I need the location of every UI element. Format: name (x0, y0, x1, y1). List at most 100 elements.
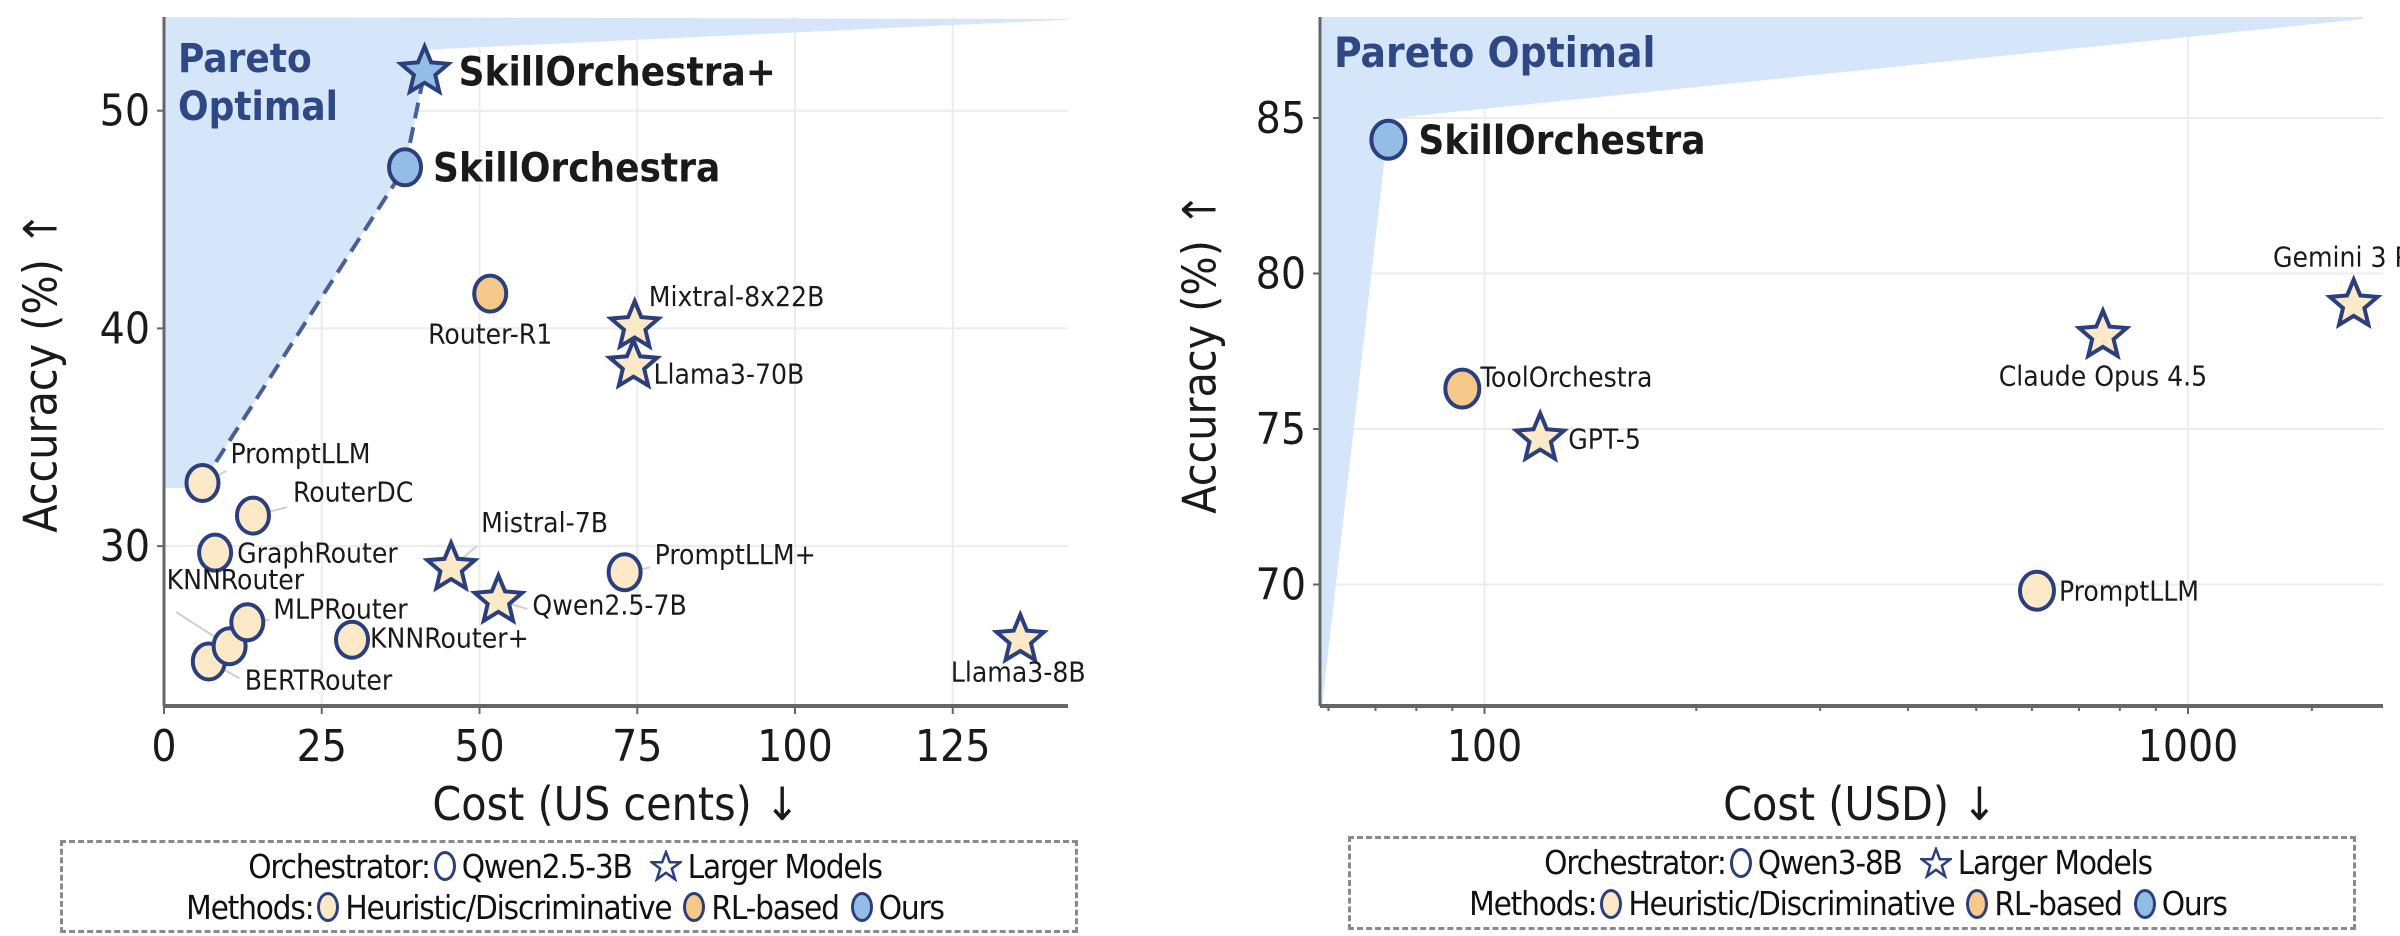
hollow-circle-icon (1729, 847, 1752, 878)
data-points: SkillOrchestra Gemini 3 Pro Claude Opus 4.… (1369, 118, 2400, 612)
data-points: SkillOrchestra+ SkillOrchestra Router-R1 Mi… (167, 41, 1086, 696)
point-label: Mixtral-8x22B (649, 280, 825, 313)
pareto-optimal-region (1320, 17, 2363, 706)
legend-methods-row: Methods: Heuristic/Discriminative RL-bas… (1469, 884, 2235, 923)
y-tick-label: 80 (1256, 249, 1306, 300)
legend-orchestrator-circle-label: Qwen2.5-3B (461, 846, 633, 886)
star-marker (422, 537, 480, 593)
circle-marker (387, 147, 424, 188)
legend-orchestrator-row: Orchestrator: Qwen2.5-3B Larger Models (248, 847, 890, 886)
y-tick-label: 75 (1256, 404, 1306, 455)
plot-area (1320, 17, 2383, 706)
circle-marker (1369, 118, 1408, 161)
legend-orchestrator-star-label: Larger Models (1957, 843, 2153, 882)
left-legend: Orchestrator: Qwen2.5-3B Larger Models M… (60, 840, 1078, 933)
y-tick-label: 30 (100, 521, 150, 572)
x-tick-label: 100 (1447, 721, 1523, 772)
hollow-star-icon (649, 850, 682, 882)
x-axis-label: Cost (US cents) ↓ (432, 777, 799, 831)
right-legend: Orchestrator: Qwen3-8B Larger Models Met… (1348, 836, 2356, 930)
point-label: Router-R1 (428, 318, 552, 351)
point-label: PromptLLM (2059, 575, 2199, 608)
ours-circle-icon (2133, 888, 2156, 919)
point-label: Llama3-8B (951, 656, 1086, 689)
x-tick-label: 1000 (2138, 721, 2239, 772)
legend-methods-label: Methods: (1469, 884, 1597, 923)
point-label: SkillOrchestra+ (459, 50, 776, 96)
star-marker (605, 295, 664, 351)
point-label: KNNRouter+ (370, 622, 529, 655)
legend-orchestrator-circle-label: Qwen3-8B (1757, 843, 1903, 882)
star-marker (2074, 305, 2132, 361)
circle-marker (234, 495, 271, 536)
legend-orchestrator-row: Orchestrator: Qwen3-8B Larger Models (1544, 843, 2160, 882)
point-label: PromptLLM (230, 437, 370, 470)
gridlines (164, 17, 1068, 706)
rl-circle-icon (1966, 888, 1989, 919)
legend-method-rl: RL-based (711, 887, 840, 927)
y-axis-label: Accuracy (%) ↑ (14, 211, 68, 532)
x-tick-label: 50 (454, 721, 504, 772)
gridlines (1320, 17, 2383, 706)
x-axis-label: Cost (USD) ↓ (1723, 777, 1997, 831)
circle-marker (606, 552, 643, 593)
point-label: Qwen2.5-7B (532, 589, 686, 622)
hollow-circle-icon (433, 851, 456, 881)
legend-methods-label: Methods: (186, 887, 314, 927)
point-label: Llama3-70B (653, 357, 804, 390)
point-label: ToolOrchestra (1479, 361, 1652, 394)
y-axis-label: Accuracy (%) ↑ (1173, 192, 1227, 513)
pareto-optimal-label: Pareto Optimal (1334, 28, 1655, 77)
y-tick-label: 50 (100, 86, 150, 137)
x-tick-label: 25 (297, 721, 347, 772)
legend-method-ours: Ours (878, 887, 945, 927)
star-marker (604, 335, 663, 390)
star-marker (2324, 274, 2383, 329)
star-marker (469, 570, 528, 626)
ours-circle-icon (850, 892, 873, 922)
circle-marker (472, 273, 509, 314)
point-label: KNNRouter (167, 563, 305, 596)
star-marker (395, 41, 454, 96)
point-label: GraphRouter (237, 537, 398, 570)
circle-marker (1443, 367, 1482, 410)
point-label: PromptLLM+ (655, 538, 816, 571)
rl-circle-icon (683, 892, 706, 922)
pareto-optimal-region (164, 17, 1068, 488)
circle-marker (184, 462, 221, 503)
circle-marker (334, 619, 371, 660)
legend-method-heuristic: Heuristic/Discriminative (1628, 884, 1955, 923)
point-label: SkillOrchestra (433, 145, 720, 191)
point-label: Gemini 3 Pro (2273, 241, 2400, 274)
hollow-star-icon (1919, 846, 1952, 879)
circle-marker (197, 532, 234, 573)
legend-method-ours: Ours (2161, 884, 2228, 923)
legend-orchestrator-label: Orchestrator: (248, 846, 431, 886)
point-label: Claude Opus 4.5 (1999, 360, 2207, 393)
point-label: BERTRouter (245, 663, 393, 696)
right-chart-cost-usd: Pareto Optimal 70 75 80 85 100 1000 Cost (USD) … (1173, 17, 2400, 831)
pareto-optimal-label: Pareto Optimal (178, 36, 338, 130)
x-tick-label: 125 (915, 721, 991, 772)
star-marker (1511, 408, 1569, 463)
legend-methods-row: Methods: Heuristic/Discriminative RL-bas… (186, 888, 952, 927)
x-tick-label: 100 (757, 721, 833, 772)
point-label: Mistral-7B (481, 506, 608, 539)
legend-method-heuristic: Heuristic/Discriminative (345, 887, 672, 927)
legend-orchestrator-label: Orchestrator: (1544, 843, 1727, 882)
left-chart-cost-cents: Pareto Optimal 30 40 50 0 25 50 75 100 125 Cost (US… (14, 17, 1086, 831)
point-label: SkillOrchestra (1418, 118, 1705, 164)
star-marker (991, 609, 1049, 665)
point-label: GPT-5 (1568, 422, 1641, 455)
x-tick-label: 75 (612, 721, 662, 772)
y-tick-label: 40 (100, 303, 150, 354)
heuristic-circle-icon (1600, 888, 1623, 919)
heuristic-circle-icon (317, 892, 340, 922)
point-label: RouterDC (293, 476, 413, 509)
circle-marker (2017, 569, 2056, 612)
circle-marker (229, 602, 266, 643)
legend-method-rl: RL-based (1994, 884, 2123, 923)
x-tick-label: 0 (151, 721, 176, 772)
y-tick-label: 70 (1256, 560, 1306, 611)
